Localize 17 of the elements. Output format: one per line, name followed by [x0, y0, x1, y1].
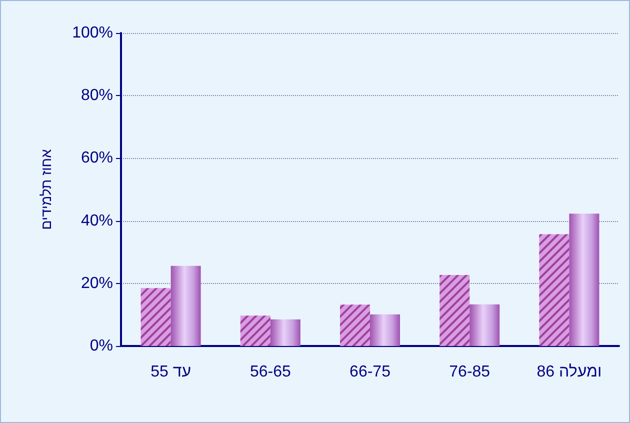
- y-axis-title: אחוז תלמידים: [38, 149, 54, 230]
- bar: [569, 214, 600, 346]
- x-tick-label: 56-65: [250, 364, 291, 380]
- x-tick-label: עד 55: [150, 364, 192, 380]
- x-tick-label: 76-85: [449, 364, 490, 380]
- y-tick-label: 60%: [80, 150, 113, 167]
- x-tick-label: 86 ומעלה: [536, 362, 602, 380]
- bar: [270, 319, 300, 346]
- y-tick-label: 0%: [90, 338, 113, 354]
- y-tick-label: 40%: [80, 212, 113, 230]
- bar: [370, 314, 400, 346]
- y-tick-label: 80%: [80, 87, 113, 104]
- y-tick-label: 20%: [80, 274, 113, 292]
- bar: [470, 304, 500, 346]
- bar: [170, 266, 201, 346]
- y-tick-label: 100%: [72, 24, 113, 42]
- x-tick-label: 66-75: [350, 364, 391, 380]
